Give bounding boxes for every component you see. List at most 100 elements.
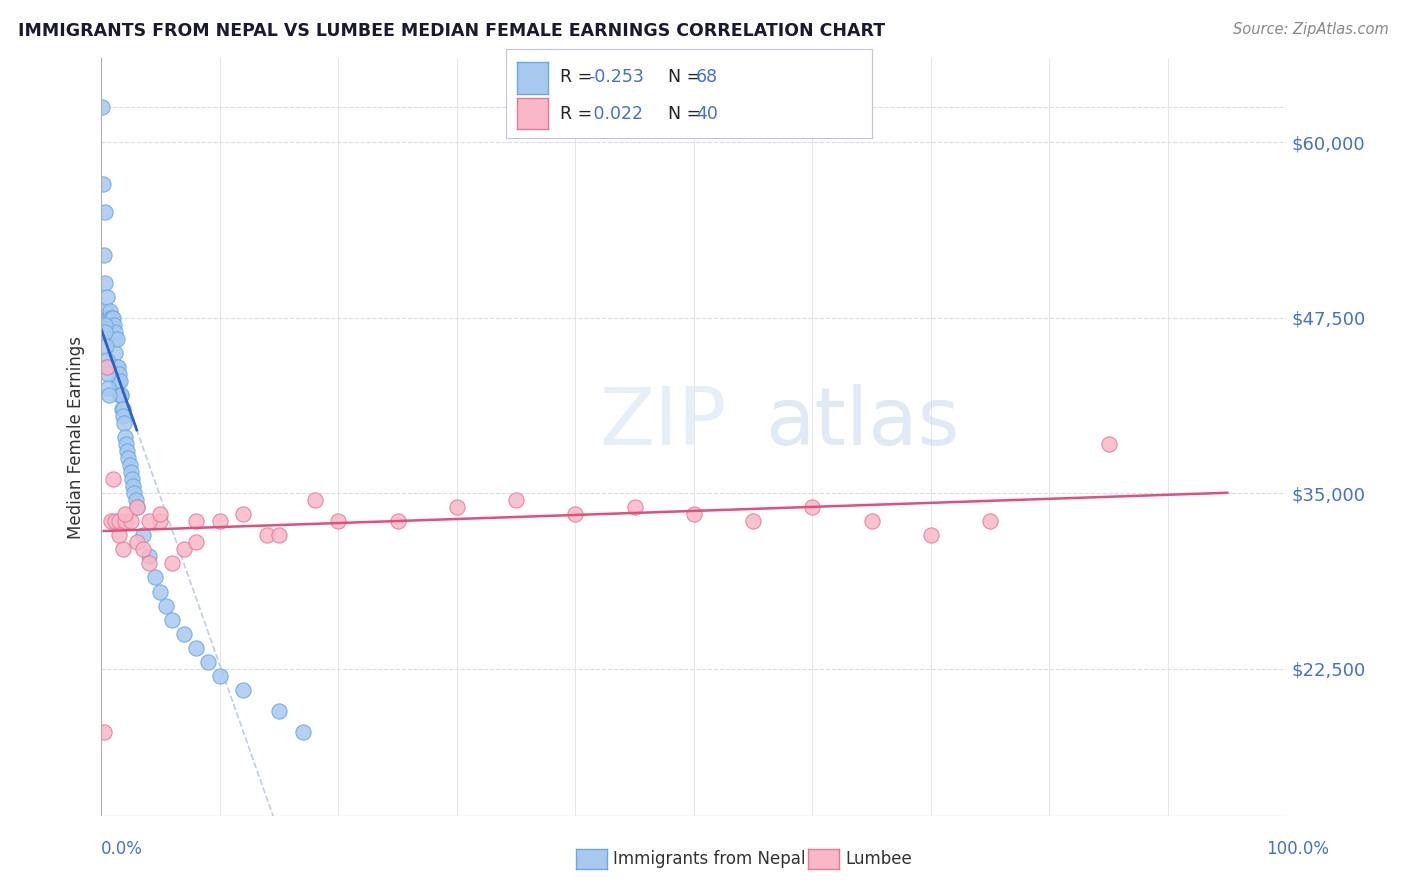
- Point: [125, 500, 148, 515]
- Point: [96, 352, 118, 367]
- Point: [138, 549, 160, 564]
- Point: [96, 359, 118, 374]
- Point: [112, 409, 135, 423]
- Point: [125, 500, 148, 515]
- Text: R =: R =: [560, 68, 598, 86]
- Text: R =: R =: [560, 105, 598, 123]
- Point: [173, 626, 195, 640]
- Point: [108, 528, 131, 542]
- Point: [94, 339, 117, 353]
- Point: [446, 500, 468, 515]
- Point: [120, 514, 142, 528]
- Point: [103, 332, 125, 346]
- Point: [291, 725, 314, 739]
- Point: [173, 542, 195, 557]
- Point: [197, 655, 219, 669]
- Point: [98, 303, 121, 318]
- Point: [125, 535, 148, 549]
- Point: [149, 514, 172, 528]
- Point: [118, 458, 141, 472]
- Point: [124, 486, 146, 500]
- Point: [979, 514, 1001, 528]
- Point: [111, 402, 134, 417]
- Point: [97, 381, 120, 395]
- Point: [97, 310, 120, 325]
- Point: [683, 508, 704, 522]
- Point: [114, 508, 136, 522]
- Point: [100, 325, 122, 339]
- Point: [112, 416, 135, 430]
- Point: [104, 514, 127, 528]
- Point: [801, 500, 824, 515]
- Text: N =: N =: [668, 68, 707, 86]
- Point: [304, 493, 326, 508]
- Point: [162, 613, 184, 627]
- Point: [105, 332, 128, 346]
- Text: IMMIGRANTS FROM NEPAL VS LUMBEE MEDIAN FEMALE EARNINGS CORRELATION CHART: IMMIGRANTS FROM NEPAL VS LUMBEE MEDIAN F…: [18, 22, 886, 40]
- Text: atlas: atlas: [765, 384, 959, 462]
- Point: [96, 310, 118, 325]
- Point: [149, 584, 172, 599]
- Point: [124, 493, 146, 508]
- Point: [108, 388, 131, 402]
- Point: [920, 528, 942, 542]
- Point: [94, 325, 117, 339]
- Text: 40: 40: [696, 105, 718, 123]
- Point: [98, 318, 121, 332]
- Text: 68: 68: [696, 68, 718, 86]
- Point: [103, 318, 125, 332]
- Point: [101, 310, 124, 325]
- Point: [100, 310, 122, 325]
- Text: Lumbee: Lumbee: [845, 850, 911, 868]
- Point: [111, 542, 134, 557]
- Point: [267, 704, 290, 718]
- Point: [114, 514, 136, 528]
- Point: [107, 374, 129, 388]
- Point: [91, 100, 114, 114]
- Text: ZIP: ZIP: [599, 384, 727, 462]
- Point: [184, 640, 207, 655]
- Point: [93, 247, 115, 261]
- Point: [94, 276, 117, 290]
- Point: [105, 359, 128, 374]
- Point: [267, 528, 290, 542]
- Point: [1098, 437, 1121, 451]
- Point: [120, 465, 142, 479]
- Point: [110, 388, 132, 402]
- Text: Source: ZipAtlas.com: Source: ZipAtlas.com: [1233, 22, 1389, 37]
- Point: [107, 359, 129, 374]
- Point: [564, 508, 586, 522]
- Point: [117, 444, 139, 458]
- Point: [101, 318, 124, 332]
- Point: [96, 359, 118, 374]
- Point: [104, 346, 127, 360]
- Point: [155, 599, 177, 613]
- Point: [184, 514, 207, 528]
- Point: [97, 318, 120, 332]
- Point: [742, 514, 765, 528]
- Text: N =: N =: [668, 105, 707, 123]
- Text: -0.253: -0.253: [588, 68, 644, 86]
- Point: [94, 205, 117, 219]
- Point: [108, 367, 131, 381]
- Point: [115, 437, 138, 451]
- Point: [114, 430, 136, 444]
- Point: [91, 178, 114, 192]
- Point: [108, 514, 131, 528]
- Point: [232, 508, 254, 522]
- Point: [108, 374, 131, 388]
- Point: [100, 514, 122, 528]
- Point: [860, 514, 883, 528]
- Point: [132, 542, 155, 557]
- Text: 0.0%: 0.0%: [101, 840, 143, 858]
- Point: [149, 508, 172, 522]
- Point: [110, 388, 132, 402]
- Point: [121, 472, 143, 486]
- Point: [117, 451, 139, 466]
- Point: [97, 367, 120, 381]
- Point: [184, 535, 207, 549]
- Point: [104, 325, 127, 339]
- Text: Immigrants from Nepal: Immigrants from Nepal: [613, 850, 806, 868]
- Point: [138, 514, 160, 528]
- Point: [162, 557, 184, 571]
